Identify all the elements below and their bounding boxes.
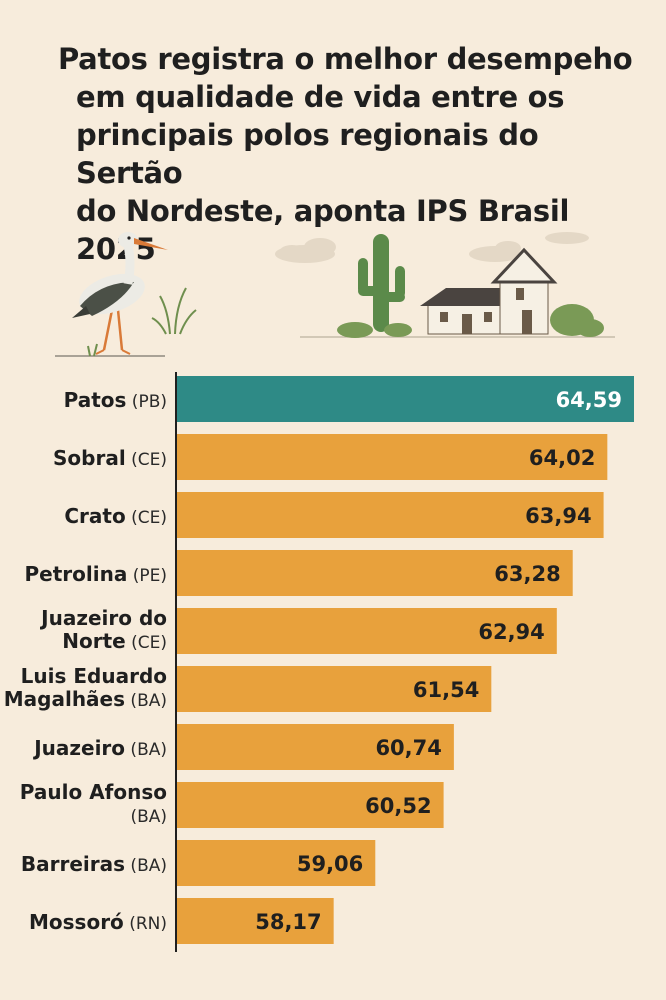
bar xyxy=(176,608,557,654)
category-label: Juazeiro (BA) xyxy=(32,736,167,760)
category-line: Juazeiro (BA) xyxy=(32,736,167,760)
cloud-icon-2 xyxy=(469,232,589,262)
bar xyxy=(176,492,604,538)
value-label: 60,74 xyxy=(375,736,441,760)
state-code: (CE) xyxy=(126,450,167,470)
state-code: (BA) xyxy=(125,740,167,760)
state-code: (CE) xyxy=(126,633,167,653)
sertao-illustration xyxy=(55,232,615,357)
cactus-icon xyxy=(358,234,405,332)
city-name: Norte xyxy=(62,629,125,653)
city-name: Paulo Afonso xyxy=(20,780,167,804)
title-line-3: principais polos regionais do Sertão xyxy=(76,118,539,190)
title-line-2: em qualidade de vida entre os xyxy=(76,80,565,114)
category-label: Barreiras (BA) xyxy=(21,852,167,876)
value-label: 62,94 xyxy=(478,620,544,644)
bar xyxy=(176,550,573,596)
value-label: 61,54 xyxy=(413,678,479,702)
category-label: Sobral (CE) xyxy=(53,446,167,470)
bar xyxy=(176,376,634,422)
category-line: Barreiras (BA) xyxy=(21,852,167,876)
state-code: (RN) xyxy=(124,914,167,934)
bar xyxy=(176,840,376,886)
state-code: (CE) xyxy=(126,508,167,528)
value-label: 64,02 xyxy=(529,446,595,470)
city-name: Patos xyxy=(64,388,127,412)
category-line: Luis Eduardo xyxy=(21,664,167,688)
title-line-4: do Nordeste, aponta IPS Brasil 2025 xyxy=(76,194,570,266)
state-code: (BA) xyxy=(130,807,167,827)
city-name: Mossoró xyxy=(29,910,124,934)
state-code: (PB) xyxy=(126,392,167,412)
bar xyxy=(176,898,334,944)
category-line: Crato (CE) xyxy=(64,504,167,528)
value-label: 63,94 xyxy=(525,504,591,528)
house-icon xyxy=(420,288,506,335)
bar xyxy=(176,666,492,712)
city-name: Barreiras xyxy=(21,852,125,876)
category-line: Sobral (CE) xyxy=(53,446,167,470)
grass-icon xyxy=(87,287,197,357)
city-name: Crato xyxy=(64,504,125,528)
bar xyxy=(176,782,444,828)
bush-icon xyxy=(337,304,604,338)
value-label: 58,17 xyxy=(255,910,321,934)
city-name: Sobral xyxy=(53,446,126,470)
category-label: Juazeiro do Norte (CE) xyxy=(39,606,167,653)
category-line: Juazeiro do xyxy=(39,606,167,630)
chart-title: Patos registra o melhor desempeho em qua… xyxy=(58,40,648,268)
category-line: Norte (CE) xyxy=(62,629,167,653)
category-label: Patos (PB) xyxy=(64,388,167,412)
value-label: 64,59 xyxy=(556,388,622,412)
city-name: Juazeiro do xyxy=(39,606,167,630)
value-label: 59,06 xyxy=(297,852,363,876)
category-line: Paulo Afonso xyxy=(20,780,167,804)
category-label: Crato (CE) xyxy=(64,504,167,528)
category-label: Paulo Afonso (BA) xyxy=(20,780,167,827)
title-line-1: Patos registra o melhor desempeho xyxy=(58,42,633,76)
state-code: (PE) xyxy=(127,566,167,586)
category-line: Mossoró (RN) xyxy=(29,910,167,934)
bar xyxy=(176,724,454,770)
city-name: Luis Eduardo xyxy=(21,664,167,688)
city-name: Petrolina xyxy=(24,562,127,586)
cloud-icon xyxy=(275,238,336,263)
category-line: (BA) xyxy=(130,807,167,827)
value-label: 60,52 xyxy=(365,794,431,818)
stork-icon xyxy=(72,232,168,355)
city-name: Magalhães xyxy=(4,687,125,711)
category-line: Petrolina (PE) xyxy=(24,562,167,586)
city-name: Juazeiro xyxy=(32,736,125,760)
category-line: Magalhães (BA) xyxy=(4,687,167,711)
state-code: (BA) xyxy=(125,691,167,711)
category-label: Mossoró (RN) xyxy=(29,910,167,934)
category-label: Luis Eduardo Magalhães (BA) xyxy=(4,664,167,711)
bar xyxy=(176,434,608,480)
house-icon-2 xyxy=(490,247,558,335)
state-code: (BA) xyxy=(125,856,167,876)
value-label: 63,28 xyxy=(494,562,560,586)
category-line: Patos (PB) xyxy=(64,388,167,412)
category-label: Petrolina (PE) xyxy=(24,562,167,586)
